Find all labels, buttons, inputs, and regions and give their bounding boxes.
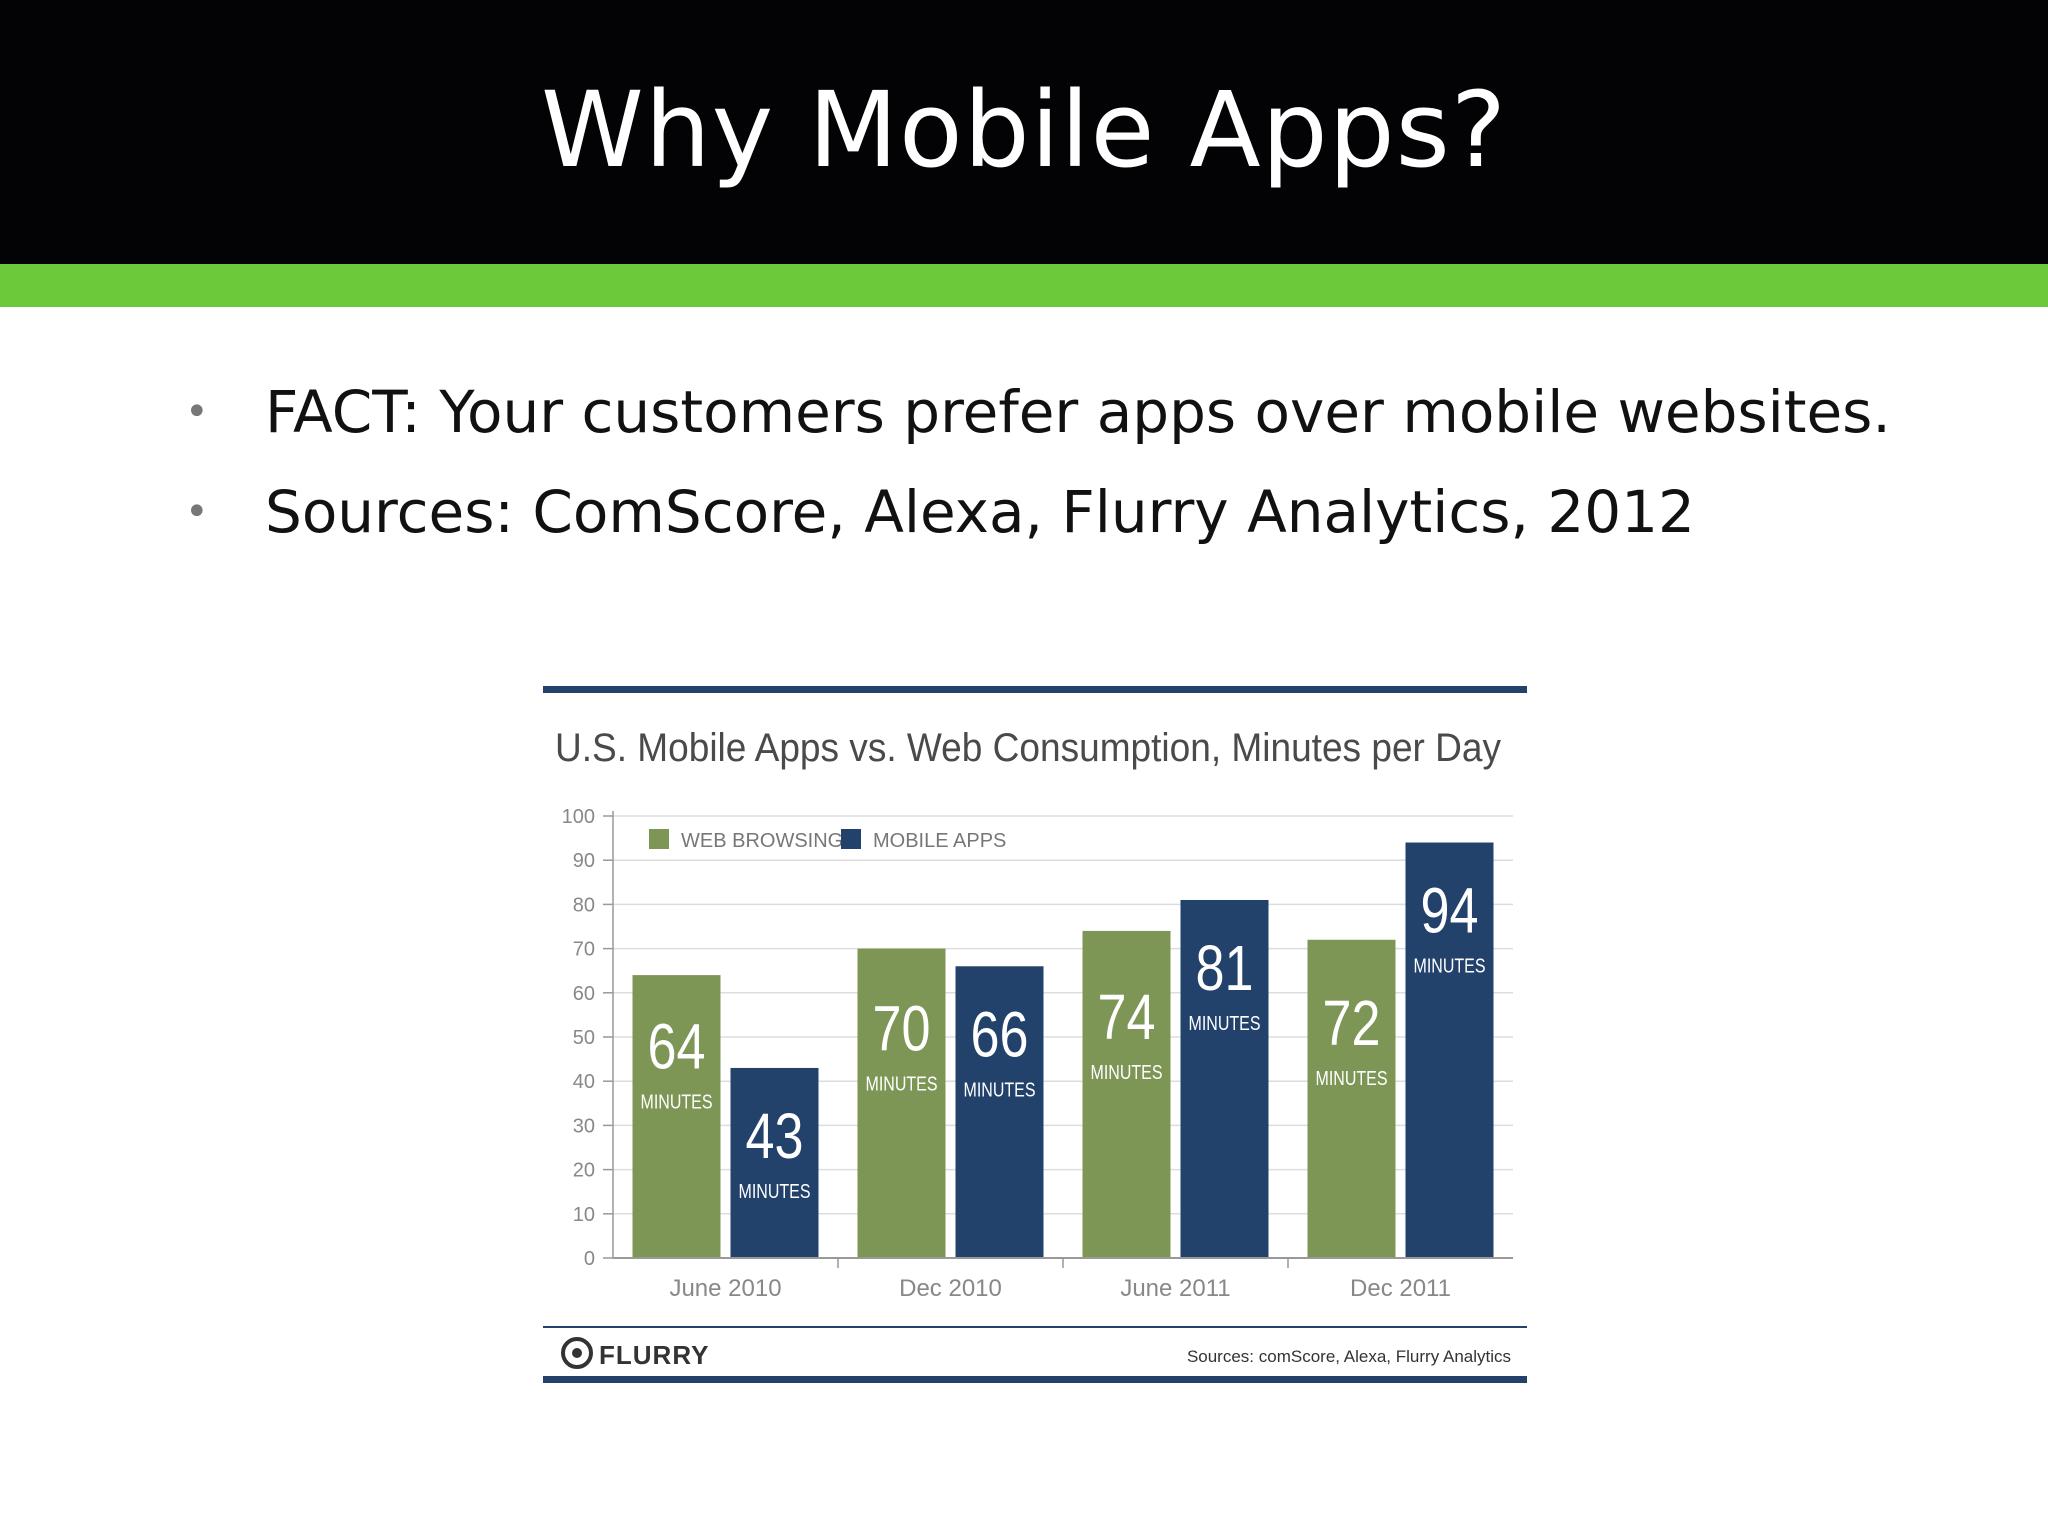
legend-label: WEB BROWSING	[681, 830, 843, 852]
bar	[730, 1067, 819, 1258]
bullet-dot-icon: •	[185, 489, 209, 535]
bar	[632, 975, 721, 1258]
bar-unit-label: MINUTES	[1091, 1062, 1163, 1084]
y-tick-label: 70	[573, 939, 595, 961]
legend-swatch	[841, 829, 861, 849]
bar	[1405, 842, 1494, 1258]
y-tick-label: 50	[573, 1027, 595, 1049]
bar	[955, 966, 1044, 1258]
bar-value-label: 74	[1098, 981, 1156, 1053]
x-tick-label: June 2011	[1120, 1275, 1230, 1302]
bar-unit-label: MINUTES	[1316, 1068, 1388, 1090]
bullet-item: • FACT: Your customers prefer apps over …	[185, 372, 1891, 472]
bullet-list: • FACT: Your customers prefer apps over …	[185, 372, 1891, 572]
y-tick-label: 40	[573, 1071, 595, 1093]
title-bar: Why Mobile Apps?	[0, 0, 2048, 264]
flurry-logo-text: FLURRY	[599, 1340, 709, 1370]
bar	[1307, 939, 1396, 1258]
bar-unit-label: MINUTES	[964, 1079, 1036, 1101]
bar	[1082, 930, 1171, 1258]
x-tick-label: June 2010	[669, 1275, 781, 1302]
bar	[1180, 899, 1269, 1258]
bar	[857, 948, 946, 1258]
flurry-logo-icon-inner	[572, 1348, 582, 1358]
flurry-logo-icon	[561, 1337, 593, 1369]
bar-value-label: 72	[1323, 987, 1381, 1059]
bars: 64 MINUTES 43 MINUTES 70 MINUTES 66 MINUTES 74 MI…	[632, 842, 1494, 1258]
y-tick-label: 60	[573, 983, 595, 1005]
bullet-item: • Sources: ComScore, Alexa, Flurry Analy…	[185, 472, 1891, 572]
slide-title: Why Mobile Apps?	[540, 69, 1508, 191]
accent-stripe	[0, 264, 2048, 307]
y-tick-label: 100	[562, 806, 595, 828]
y-tick-label: 30	[573, 1115, 595, 1137]
y-tick-label: 20	[573, 1160, 595, 1182]
chart-title: U.S. Mobile Apps vs. Web Consumption, Mi…	[555, 726, 1501, 770]
bar-value-label: 43	[746, 1100, 804, 1172]
legend: WEB BROWSING MOBILE APPS	[649, 829, 1006, 852]
bar-unit-label: MINUTES	[739, 1181, 811, 1203]
bar-unit-label: MINUTES	[1189, 1013, 1261, 1035]
y-tick-label: 10	[573, 1204, 595, 1226]
chart-bottom-rule	[543, 1376, 1527, 1383]
bar-value-label: 66	[971, 998, 1029, 1070]
bar-value-label: 94	[1421, 875, 1479, 947]
bar-value-label: 70	[873, 993, 931, 1065]
x-axis: June 2010 Dec 2010 June 2011 Dec 2011	[613, 1257, 1513, 1302]
bar-unit-label: MINUTES	[866, 1074, 938, 1096]
bar-unit-label: MINUTES	[641, 1091, 713, 1113]
chart-source: Sources: comScore, Alexa, Flurry Analyti…	[1187, 1347, 1511, 1366]
chart-card: U.S. Mobile Apps vs. Web Consumption, Mi…	[543, 686, 1527, 1386]
y-tick-label: 0	[584, 1248, 595, 1270]
legend-label: MOBILE APPS	[873, 830, 1006, 852]
bullet-text: Sources: ComScore, Alexa, Flurry Analyti…	[265, 478, 1695, 546]
bullet-text: FACT: Your customers prefer apps over mo…	[265, 378, 1891, 446]
bar-value-label: 81	[1196, 932, 1254, 1004]
y-axis: 0 10 20 30 40 50 60 70 80 90 100	[562, 806, 614, 1270]
x-tick-label: Dec 2011	[1350, 1275, 1451, 1302]
chart-top-rule	[543, 686, 1527, 693]
bar-chart: U.S. Mobile Apps vs. Web Consumption, Mi…	[543, 686, 1527, 1383]
y-tick-label: 80	[573, 894, 595, 916]
x-tick-label: Dec 2010	[899, 1275, 1002, 1302]
bar-value-label: 64	[648, 1010, 706, 1082]
y-tick-label: 90	[573, 850, 595, 872]
bullet-dot-icon: •	[185, 389, 209, 435]
legend-swatch	[649, 829, 669, 849]
bar-unit-label: MINUTES	[1414, 956, 1486, 978]
flurry-logo: FLURRY	[561, 1337, 709, 1370]
